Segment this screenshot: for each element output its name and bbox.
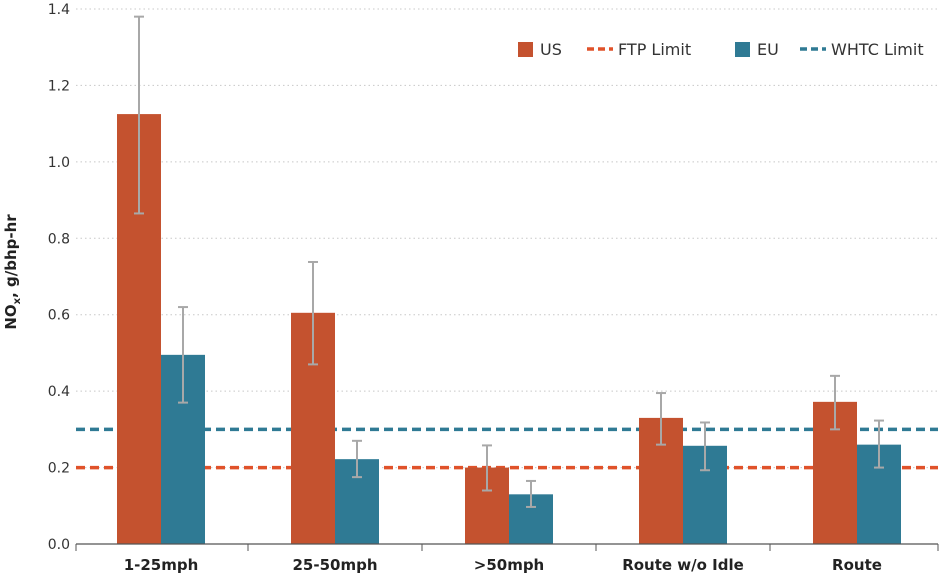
legend-label: US bbox=[540, 40, 562, 59]
y-axis-label-sub: x bbox=[12, 297, 23, 304]
y-tick-label: 0.8 bbox=[48, 231, 70, 247]
y-axis-label-main: NO bbox=[2, 304, 20, 329]
y-tick-label: 0.2 bbox=[48, 461, 70, 477]
y-tick-label: 0.4 bbox=[48, 384, 70, 400]
legend-label: WHTC Limit bbox=[831, 40, 924, 59]
x-tick-label: Route w/o Idle bbox=[622, 556, 744, 574]
x-tick-label: 1-25mph bbox=[124, 556, 199, 574]
y-tick-label: 0.0 bbox=[48, 537, 70, 553]
y-tick-label: 1.0 bbox=[48, 155, 70, 171]
y-tick-label: 1.4 bbox=[48, 2, 70, 18]
legend-label: FTP Limit bbox=[618, 40, 691, 59]
legend-label: EU bbox=[757, 40, 779, 59]
gridlines bbox=[76, 8, 938, 469]
legend-swatch-us bbox=[518, 42, 533, 57]
axes: 0.0 0.2 0.4 0.6 0.8 1.0 1.2 1.4 1-25mph 25-50mph >… bbox=[48, 2, 939, 574]
y-axis-label-rest: , g/bhp-hr bbox=[2, 214, 20, 298]
y-tick-label: 1.2 bbox=[48, 78, 70, 94]
bars bbox=[117, 114, 901, 544]
x-tick-label: 25-50mph bbox=[292, 556, 377, 574]
x-tick-label: >50mph bbox=[474, 556, 545, 574]
y-tick-label: 0.6 bbox=[48, 308, 70, 324]
legend: US FTP Limit EU WHTC Limit bbox=[518, 40, 924, 59]
error-bars bbox=[134, 15, 884, 508]
y-axis-label: NOx, g/bhp-hr bbox=[2, 214, 23, 330]
x-tick-label: Route bbox=[832, 556, 882, 574]
reference-lines bbox=[76, 427, 938, 470]
legend-swatch-eu bbox=[735, 42, 750, 57]
